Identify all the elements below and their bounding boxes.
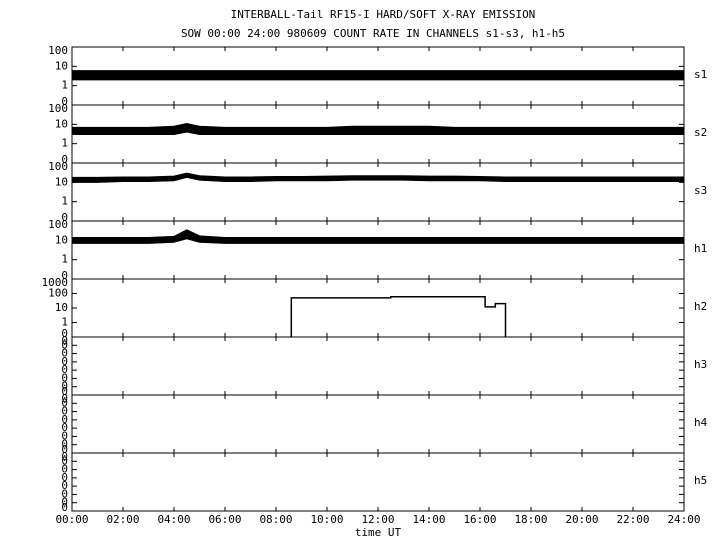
y-tick-label: 0 [61,371,68,384]
x-tick-label: 02:00 [106,513,139,526]
y-tick-label: 0 [61,334,68,347]
y-tick-label: 10 [55,117,68,130]
y-tick-label: 0 [61,487,68,500]
y-tick-label: 0 [61,355,68,368]
x-tick-label: 14:00 [412,513,445,526]
panel-frame [71,220,685,280]
x-tick-label: 22:00 [616,513,649,526]
band-fill [72,173,684,183]
y-tick-label: 1000 [42,276,69,289]
x-tick-label: 12:00 [361,513,394,526]
y-tick-label: 0 [61,429,68,442]
x-tick-label: 20:00 [565,513,598,526]
panel-label: h3 [694,358,707,371]
chart-subtitle: SOW 00:00 24:00 980609 COUNT RATE IN CHA… [181,27,565,40]
upper-line [72,229,684,239]
x-tick-label: 24:00 [667,513,700,526]
y-tick-label: 0 [61,363,68,376]
y-tick-label: 0 [61,438,68,451]
y-tick-label: 0 [61,380,68,393]
y-tick-label: 0 [61,385,68,398]
panel-label: h2 [694,300,707,313]
y-tick-label: 0 [61,392,68,405]
x-tick-label: 04:00 [157,513,190,526]
y-tick-label: 100 [48,287,68,300]
y-tick-label: 1 [61,137,68,150]
panel-frame [71,336,685,396]
y-tick-label: 0 [61,450,68,463]
y-tick-label: 10 [55,59,68,72]
y-tick-label: 0 [61,153,68,166]
panel-frame [71,452,685,512]
band-fill [72,70,684,80]
panel-label: h4 [694,416,708,429]
y-tick-label: 0 [61,479,68,492]
y-tick-label: 1 [61,195,68,208]
y-tick-label: 0 [61,95,68,108]
panel-label: s1 [694,68,707,81]
y-tick-label: 10 [55,301,68,314]
lower-line [72,131,684,135]
x-tick-label: 06:00 [208,513,241,526]
x-tick-label: 08:00 [259,513,292,526]
y-tick-label: 1 [61,253,68,266]
x-axis-label: time UT [355,526,402,539]
y-tick-label: 0 [61,496,68,509]
chart-title: INTERBALL-Tail RF15-I HARD/SOFT X-RAY EM… [231,8,536,21]
y-tick-label: 1 [61,79,68,92]
y-tick-label: 10 [55,233,68,246]
panel-frame [71,394,685,454]
line [290,295,507,337]
y-tick-label: 0 [61,454,68,467]
y-tick-label: 0 [61,413,68,426]
panel-label: s2 [694,126,707,139]
y-tick-label: 0 [61,269,68,282]
y-tick-label: 0 [61,327,68,340]
y-tick-label: 100 [48,160,68,173]
upper-line [72,123,684,128]
panel-label: h1 [694,242,707,255]
x-tick-label: 16:00 [463,513,496,526]
y-tick-label: 0 [61,463,68,476]
panel-frame [71,162,685,222]
y-tick-label: 100 [48,102,68,115]
lower-line [72,176,684,183]
y-tick-label: 0 [61,421,68,434]
band-fill [72,229,684,244]
y-tick-label: 10 [55,175,68,188]
y-tick-label: 0 [61,396,68,409]
x-tick-label: 00:00 [55,513,88,526]
panel-label: s3 [694,184,707,197]
lower-line [72,238,684,244]
y-tick-label: 0 [61,338,68,351]
upper-line [72,172,684,178]
y-tick-label: 0 [61,211,68,224]
x-tick-label: 18:00 [514,513,547,526]
y-tick-label: 1 [61,316,68,329]
y-tick-label: 100 [48,44,68,57]
panel-frame [71,278,685,338]
y-tick-label: 0 [61,501,68,514]
band-fill [72,123,684,135]
x-tick-label: 10:00 [310,513,343,526]
y-tick-label: 0 [61,443,68,456]
y-tick-label: 0 [61,347,68,360]
panel-label: h5 [694,474,707,487]
y-tick-label: 0 [61,405,68,418]
y-tick-label: 0 [61,471,68,484]
y-tick-label: 100 [48,218,68,231]
